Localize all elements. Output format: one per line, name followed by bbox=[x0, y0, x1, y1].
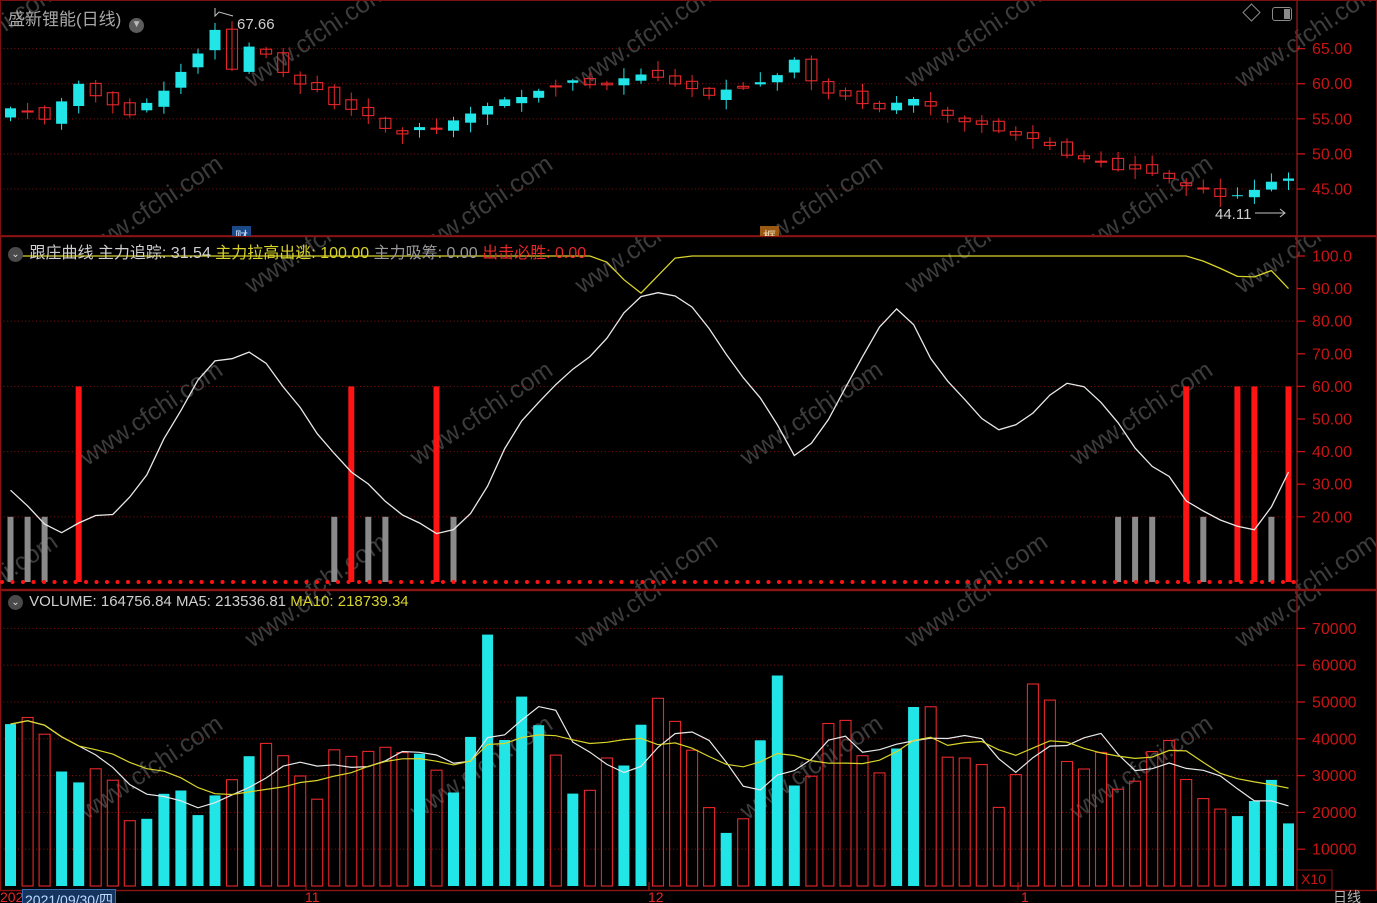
svg-text:70.00: 70.00 bbox=[1312, 346, 1352, 363]
svg-text:X10: X10 bbox=[1301, 871, 1326, 887]
svg-text:50.00: 50.00 bbox=[1312, 412, 1352, 429]
svg-text:10000: 10000 bbox=[1312, 842, 1357, 859]
svg-text:70000: 70000 bbox=[1312, 621, 1357, 638]
svg-text:60.00: 60.00 bbox=[1312, 379, 1352, 396]
svg-text:90.00: 90.00 bbox=[1312, 281, 1352, 298]
svg-text:40000: 40000 bbox=[1312, 731, 1357, 748]
svg-text:80.00: 80.00 bbox=[1312, 314, 1352, 331]
svg-text:50.00: 50.00 bbox=[1312, 146, 1352, 163]
svg-text:20.00: 20.00 bbox=[1312, 509, 1352, 526]
svg-text:60.00: 60.00 bbox=[1312, 76, 1352, 93]
svg-text:40.00: 40.00 bbox=[1312, 444, 1352, 461]
svg-text:30000: 30000 bbox=[1312, 768, 1357, 785]
svg-text:100.0: 100.0 bbox=[1312, 249, 1352, 266]
svg-text:20000: 20000 bbox=[1312, 805, 1357, 822]
svg-text:30.00: 30.00 bbox=[1312, 477, 1352, 494]
svg-text:55.00: 55.00 bbox=[1312, 111, 1352, 128]
svg-text:45.00: 45.00 bbox=[1312, 182, 1352, 199]
svg-text:65.00: 65.00 bbox=[1312, 41, 1352, 58]
svg-text:50000: 50000 bbox=[1312, 695, 1357, 712]
svg-text:60000: 60000 bbox=[1312, 658, 1357, 675]
